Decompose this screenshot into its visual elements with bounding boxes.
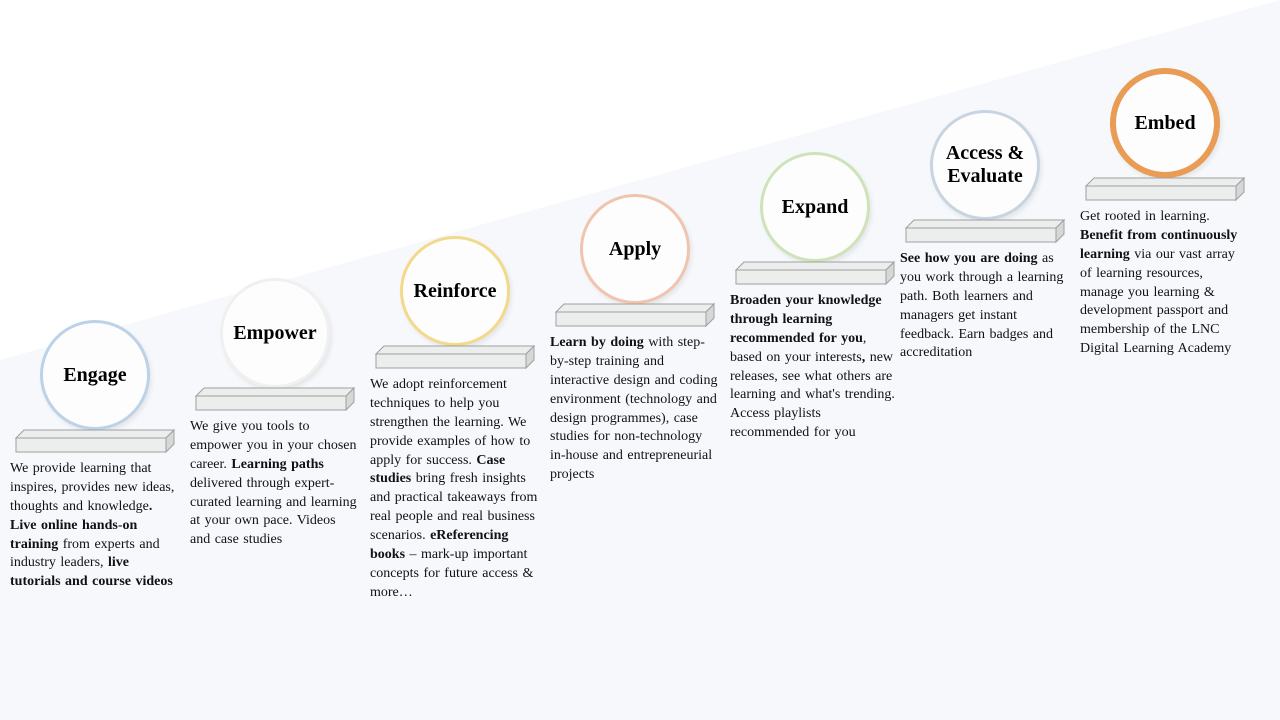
step-slab — [1084, 176, 1246, 202]
step-title: Apply — [603, 238, 667, 261]
step-slab — [374, 344, 536, 370]
step-title: Reinforce — [408, 280, 503, 303]
step-access-evaluate: Access & Evaluate See how you are doing a… — [900, 110, 1070, 363]
step-description: We give you tools to empower you in your… — [190, 418, 360, 550]
step-description: Broaden your knowledge through learning … — [730, 292, 900, 443]
step-engage: Engage We provide learning that inspires,… — [10, 320, 180, 592]
step-circle: Access & Evaluate — [930, 110, 1040, 220]
step-embed: Embed Get rooted in learning. Benefit fro… — [1080, 68, 1250, 359]
step-circle: Expand — [760, 152, 870, 262]
steps-stage: Engage We provide learning that inspires,… — [0, 0, 1280, 720]
step-title: Embed — [1128, 112, 1201, 135]
step-slab — [194, 386, 356, 412]
step-title: Empower — [227, 322, 322, 345]
step-title: Access & Evaluate — [933, 142, 1037, 188]
step-description: Learn by doing with step-by-step trainin… — [550, 334, 720, 485]
step-slab — [904, 218, 1066, 244]
step-circle: Empower — [220, 278, 330, 388]
step-apply: Apply Learn by doing with step-by-step tr… — [550, 194, 720, 485]
step-description: We provide learning that inspires, provi… — [10, 460, 180, 592]
step-circle: Embed — [1110, 68, 1220, 178]
step-slab — [554, 302, 716, 328]
step-circle: Reinforce — [400, 236, 510, 346]
step-description: Get rooted in learning. Benefit from con… — [1080, 208, 1250, 359]
step-expand: Expand Broaden your knowledge through lea… — [730, 152, 900, 443]
step-empower: Empower We give you tools to empower you … — [190, 278, 360, 550]
step-title: Engage — [57, 364, 132, 387]
step-description: See how you are doing as you work throug… — [900, 250, 1070, 363]
step-reinforce: Reinforce We adopt reinforcement techniqu… — [370, 236, 540, 603]
step-title: Expand — [776, 196, 855, 219]
step-circle: Apply — [580, 194, 690, 304]
step-slab — [14, 428, 176, 454]
step-slab — [734, 260, 896, 286]
step-circle: Engage — [40, 320, 150, 430]
step-description: We adopt reinforcement techniques to hel… — [370, 376, 540, 603]
